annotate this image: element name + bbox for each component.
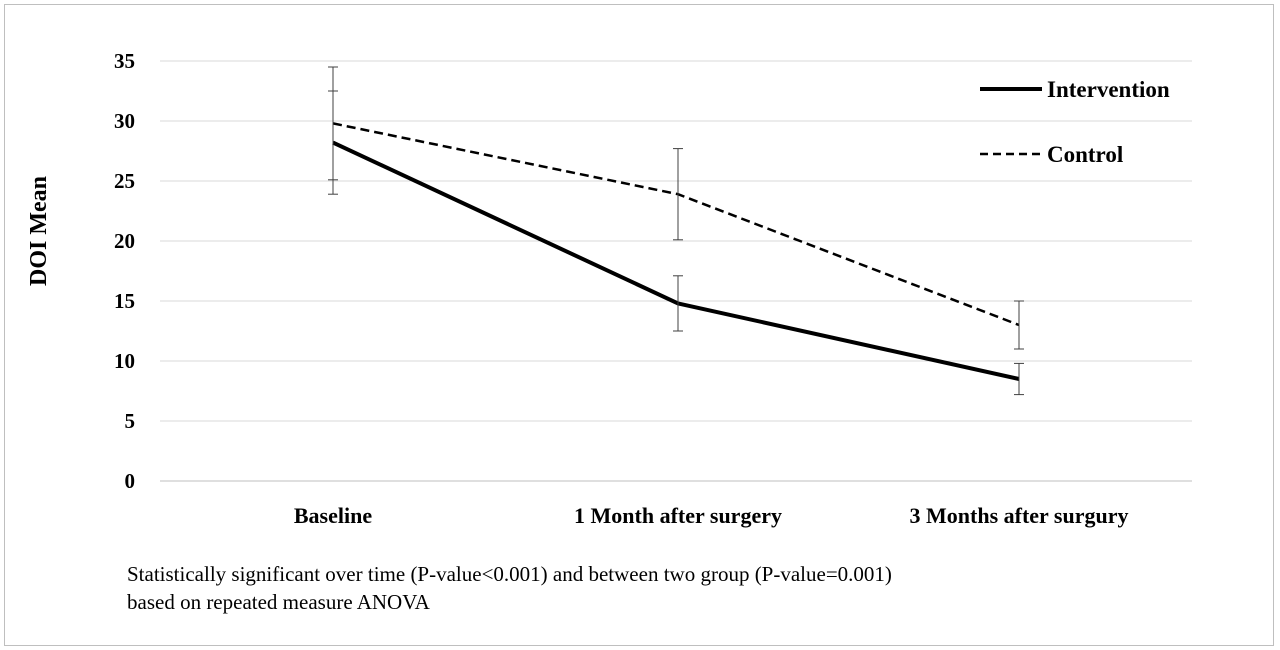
error-bar-intervention-1 (673, 275, 683, 332)
y-tick-35: 35 (114, 49, 135, 73)
chart-frame (4, 4, 1274, 646)
legend: Intervention Control (980, 77, 1170, 167)
error-bar-control-2 (1014, 300, 1024, 350)
error-bar-control-0 (328, 66, 338, 181)
y-tick-20: 20 (114, 229, 135, 253)
category-label-0: Baseline (294, 503, 372, 528)
y-tick-10: 10 (114, 349, 135, 373)
y-tick-0: 0 (125, 469, 136, 493)
y-tick-30: 30 (114, 109, 135, 133)
gridlines (160, 60, 1192, 482)
legend-label-control: Control (1047, 142, 1123, 167)
category-label-2: 3 Months after surgury (910, 503, 1129, 528)
y-tick-25: 25 (114, 169, 135, 193)
chart-note: Statistically significant over time (P-v… (127, 560, 1227, 616)
series-line-intervention (332, 140, 1020, 381)
y-axis-label: DOI Mean (26, 176, 52, 286)
note-line-2: based on repeated measure ANOVA (127, 590, 430, 614)
category-label-1: 1 Month after surgery (574, 503, 782, 528)
series-line-control (332, 122, 1020, 327)
note-line-1: Statistically significant over time (P-v… (127, 562, 892, 586)
error-bar-control-1 (673, 148, 683, 241)
error-bars (328, 66, 1024, 396)
error-bar-intervention-2 (1014, 362, 1024, 396)
y-tick-15: 15 (114, 289, 135, 313)
series-lines (332, 122, 1020, 381)
legend-label-intervention: Intervention (1047, 77, 1170, 102)
y-tick-5: 5 (125, 409, 136, 433)
y-tick-labels: 0 5 10 15 20 25 30 35 (114, 49, 135, 493)
category-labels: Baseline 1 Month after surgery 3 Months af… (294, 503, 1129, 528)
